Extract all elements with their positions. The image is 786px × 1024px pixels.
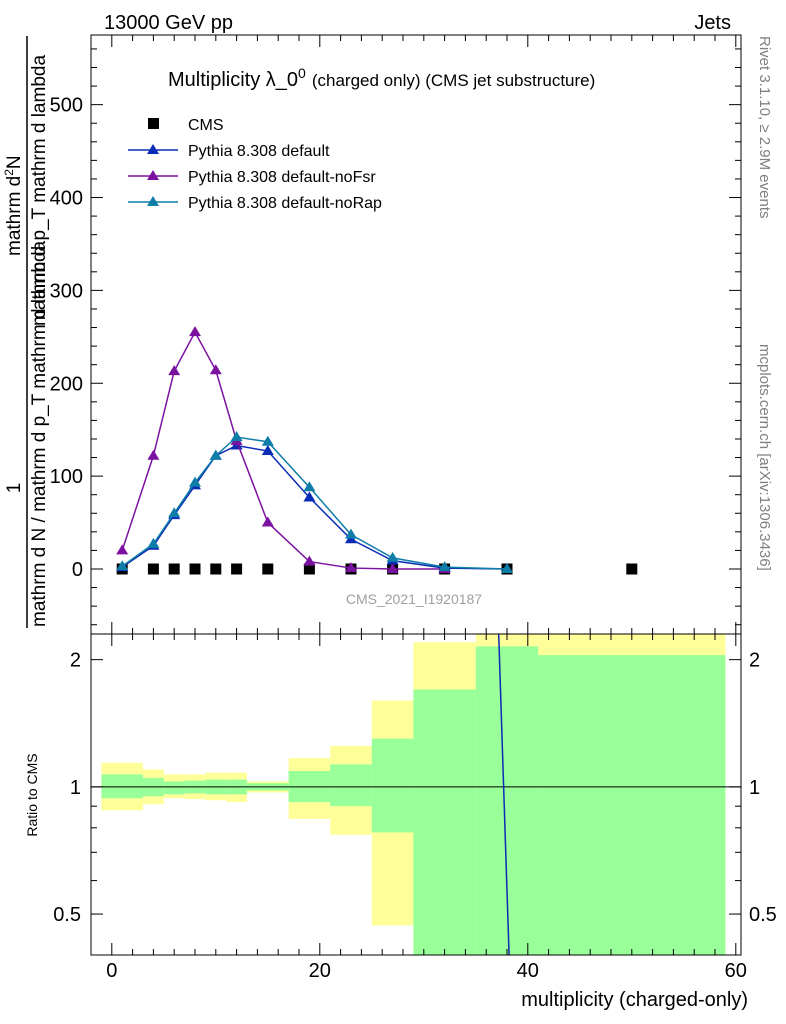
ratio-y-tick-label-right: 1 <box>749 777 760 799</box>
legend-label-cms: CMS <box>188 117 224 134</box>
x-axis-label: multiplicity (charged-only) <box>521 989 748 1011</box>
ratio-band-green <box>330 764 372 807</box>
ratio-band-green <box>538 655 726 955</box>
ylabel-num-sup: 2 <box>2 169 16 176</box>
ylabel-denominator2: mathrm d p_T mathrm d lambda <box>29 55 50 326</box>
energy-label: 13000 GeV pp <box>104 12 233 34</box>
ratio-bands <box>91 634 741 955</box>
cms-point <box>189 563 201 575</box>
process-label: Jets <box>694 12 731 34</box>
x-tick-label: 0 <box>106 960 117 982</box>
series-point-noRap <box>230 431 243 442</box>
legend: CMS Pythia 8.308 default Pythia 8.308 de… <box>128 117 382 212</box>
cms-point <box>168 563 180 575</box>
series-point-noFsr <box>345 562 357 573</box>
title-superscript: 0 <box>298 65 306 81</box>
series-point-noFsr <box>147 449 160 460</box>
mcplots-label: mcplots.cern.ch [arXiv:1306.3436] <box>756 344 773 571</box>
series-point-noFsr <box>116 544 129 555</box>
ylabel-num-a: mathrm d <box>4 176 25 256</box>
ratio-y-tick-label-left: 1 <box>70 777 81 799</box>
cms-point <box>303 563 315 575</box>
title-suffix: (charged only) (CMS jet substructure) <box>312 71 595 90</box>
legend-label-norap: Pythia 8.308 default-noRap <box>188 195 382 212</box>
x-tick-label: 40 <box>517 960 539 982</box>
x-tick-label: 60 <box>725 960 747 982</box>
top-ylabel: 1 mathrm d N / mathrm d p_T mathrm d lam… <box>2 36 50 628</box>
analysis-id: CMS_2021_I1920187 <box>346 591 482 607</box>
top-y-tick-label: 0 <box>72 559 83 581</box>
ratio-band-green <box>371 738 414 833</box>
cms-point <box>147 563 159 575</box>
series-point-noRap <box>261 435 274 446</box>
ylabel-numerator: mathrm d2N <box>2 155 25 256</box>
series-noRap <box>116 431 513 573</box>
ratio-ylabel: Ratio to CMS <box>24 753 40 836</box>
ratio-y-tick-label-left: 2 <box>70 650 81 672</box>
ratio-line-default <box>497 634 510 955</box>
series-point-noRap <box>168 507 181 518</box>
x-tick-label: 20 <box>309 960 331 982</box>
series-point-default <box>261 445 274 456</box>
legend-label-nofsr: Pythia 8.308 default-noFsr <box>188 169 376 186</box>
bottom-panel-frame <box>90 633 742 956</box>
top-y-tick-label: 400 <box>50 188 83 210</box>
ylabel-denominator: mathrm d N / mathrm d p_T mathrm d lambd… <box>29 240 50 627</box>
legend-label-default: Pythia 8.308 default <box>188 143 330 160</box>
series-default <box>116 439 513 573</box>
series-point-noRap <box>501 562 513 573</box>
series-point-noRap <box>189 476 201 487</box>
title-main: Multiplicity λ_0 <box>168 69 298 91</box>
top-y-tick-label: 500 <box>50 95 83 117</box>
ratio-y-tick-label-right: 2 <box>749 650 760 672</box>
cms-point <box>262 563 274 575</box>
series-point-noFsr <box>168 365 181 376</box>
top-axis-ticks: 0 100 200 300 400 500 <box>50 35 741 634</box>
series-point-noFsr <box>261 516 274 527</box>
series-point-noRap <box>438 561 451 572</box>
legend-marker-default <box>147 144 159 154</box>
series-point-noFsr <box>303 555 316 566</box>
series-point-noRap <box>386 551 399 562</box>
series-point-noRap <box>209 449 222 460</box>
top-y-tick-label: 100 <box>50 466 83 488</box>
ratio-band-green <box>163 781 185 795</box>
series-point-noRap <box>345 528 357 539</box>
cms-point <box>626 563 638 575</box>
series-line-default <box>121 444 508 570</box>
cms-point <box>231 563 243 575</box>
top-panel-title: Multiplicity λ_00 (charged only) (CMS jet… <box>168 65 595 91</box>
top-y-tick-label: 300 <box>50 280 83 302</box>
series-point-noFsr <box>189 326 201 337</box>
ratio-y-tick-label-right: 0.5 <box>749 904 777 926</box>
legend-marker-norap <box>147 196 159 206</box>
series-point-default <box>303 491 316 502</box>
ylabel-num-b: N <box>4 155 25 169</box>
series-noFsr <box>116 326 451 573</box>
ratio-band-green <box>413 689 476 955</box>
ratio-band-green <box>101 774 143 799</box>
series-point-noRap <box>116 560 129 571</box>
rivet-label: Rivet 3.1.10, ≥ 2.9M events <box>756 36 773 219</box>
series-line-noRap <box>121 436 508 570</box>
legend-marker-nofsr <box>147 170 159 180</box>
series-point-noFsr <box>209 364 222 375</box>
ratio-series-layer <box>497 634 510 955</box>
ylabel-one: 1 <box>4 483 25 494</box>
series-point-noRap <box>303 481 316 492</box>
legend-marker-cms <box>148 118 159 129</box>
series-point-noRap <box>147 537 160 548</box>
cms-point <box>210 563 222 575</box>
bottom-axis-ticks: 0 20 40 60 0.5 0.5 1 1 2 2 <box>53 634 777 982</box>
top-y-tick-label: 200 <box>50 373 83 395</box>
series-line-noFsr <box>121 330 445 570</box>
top-series-layer <box>116 326 638 575</box>
series-point-noFsr <box>386 562 399 573</box>
ratio-y-tick-label-left: 0.5 <box>53 904 81 926</box>
